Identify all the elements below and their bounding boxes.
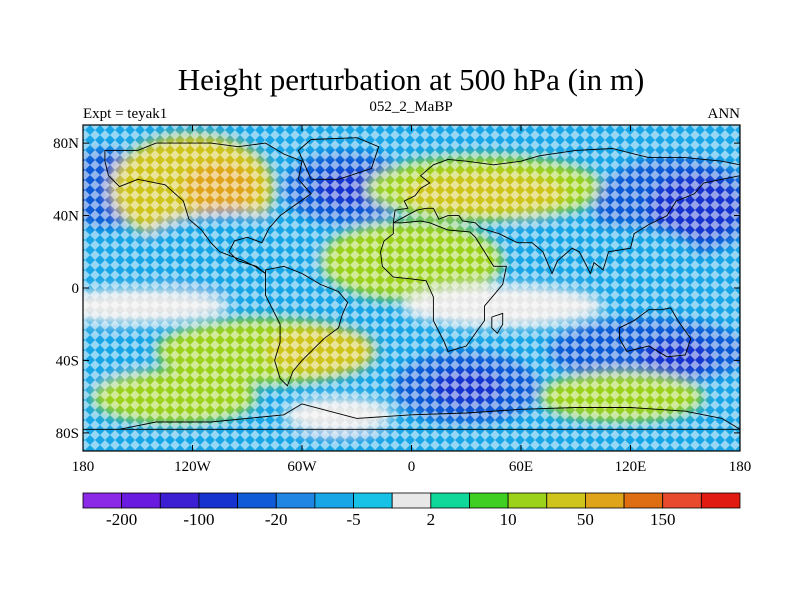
colorbar-box <box>198 492 238 509</box>
y-tick-label: 80S <box>56 426 79 442</box>
y-tick-label: 80N <box>53 136 79 152</box>
coastlines <box>83 137 740 430</box>
colorbar-label: 50 <box>577 510 594 529</box>
right-label: ANN <box>708 106 741 122</box>
colorbar-box <box>121 492 161 509</box>
colorbar-label: -5 <box>346 510 360 529</box>
coastline-6 <box>83 403 740 430</box>
center-label: 052_2_MaBP <box>369 99 452 115</box>
x-tick-label: 60E <box>509 459 533 475</box>
coastline-2 <box>297 137 380 180</box>
colorbar-box <box>391 492 432 509</box>
colorbar-box <box>430 492 470 509</box>
x-tick-label: 180 <box>72 459 95 475</box>
colorbar-label: -100 <box>183 510 214 529</box>
y-tick-label: 40S <box>56 353 79 369</box>
y-axis: 80N 40N 0 40S 80S <box>53 136 740 442</box>
colorbar-label: 150 <box>650 510 676 529</box>
x-tick-label: 120W <box>174 459 212 475</box>
colorbar: -200 -100 -20 -5 2 10 50 150 <box>82 492 741 529</box>
colorbar-box <box>585 492 625 509</box>
colorbar-box <box>469 492 509 509</box>
colorbar-box <box>237 492 277 509</box>
colorbar-label: 2 <box>427 510 436 529</box>
coastline-0 <box>104 142 312 274</box>
figure-title: Height perturbation at 500 hPa (in m) <box>178 62 645 97</box>
colorbar-box <box>507 492 548 509</box>
coastline-7 <box>491 312 504 335</box>
x-tick-label: 60W <box>287 459 317 475</box>
x-tick-label: 120E <box>615 459 647 475</box>
coastline-4 <box>392 148 740 275</box>
colorbar-box <box>275 492 316 509</box>
colorbar-box <box>700 492 741 509</box>
colorbar-label: 10 <box>500 510 517 529</box>
colorbar-box <box>82 492 123 509</box>
colorbar-box <box>314 492 354 509</box>
colorbar-box <box>546 492 586 509</box>
colorbar-box <box>662 492 702 509</box>
left-label: Expt = teyak1 <box>83 106 167 122</box>
map-field <box>83 125 740 451</box>
x-tick-label: 0 <box>408 459 416 475</box>
coastline-1 <box>265 265 349 387</box>
coastline-3 <box>380 220 507 352</box>
hatch-overlay <box>83 125 740 451</box>
x-tick-label: 180 <box>729 459 752 475</box>
colorbar-box <box>159 492 200 509</box>
y-tick-label: 0 <box>72 281 80 297</box>
colorbar-label: -20 <box>265 510 288 529</box>
x-axis: 180 120W 60W 0 60E 120E 180 <box>72 125 752 475</box>
y-tick-label: 40N <box>53 209 79 225</box>
colorbar-box <box>353 492 393 509</box>
colorbar-label: -200 <box>106 510 137 529</box>
coastline-5 <box>619 307 692 358</box>
colorbar-box <box>623 492 664 509</box>
